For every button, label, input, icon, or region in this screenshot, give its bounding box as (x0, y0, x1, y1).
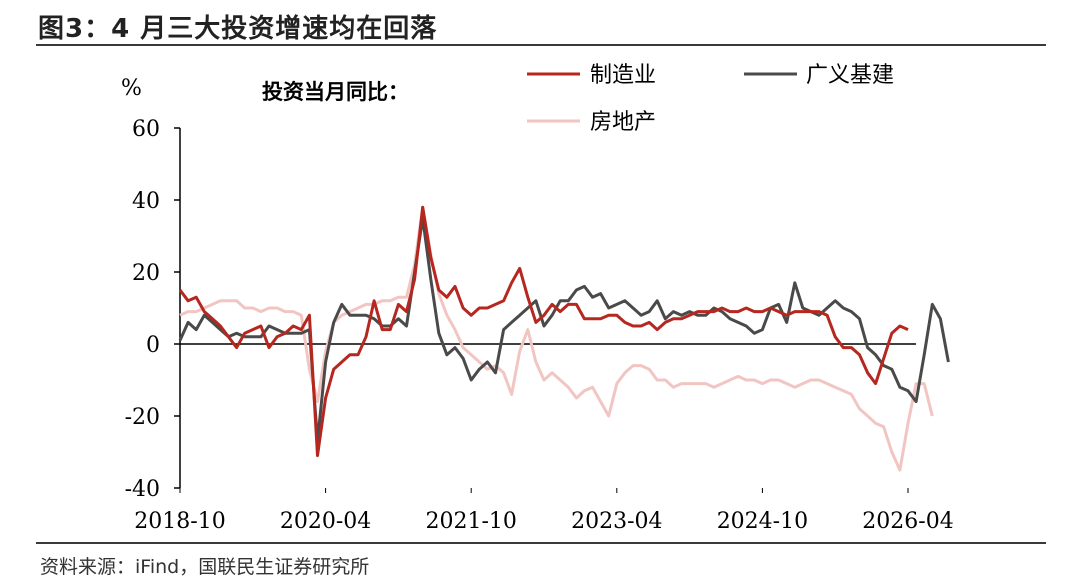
title-divider (36, 44, 1046, 46)
series-line-real-estate (179, 205, 934, 472)
y-axis-ticks: 60 40 20 0 -20 -40 (125, 117, 180, 502)
figure-title: 图3：4 月三大投资增速均在回落 (38, 14, 438, 44)
source-note: 资料来源：iFind，国联民生证券研究所 (40, 556, 370, 578)
x-tick-label: 2021-10 (425, 509, 516, 534)
y-tick-label: 0 (146, 333, 160, 358)
x-tick-label: 2018-10 (134, 509, 225, 534)
x-tick-label: 2020-04 (280, 509, 371, 534)
legend-label-real-estate: 房地产 (590, 110, 656, 135)
x-tick-label: 2026-04 (862, 509, 953, 534)
series-lines (178, 205, 950, 472)
x-tick-label: 2024-10 (717, 509, 808, 534)
y-tick-label: -40 (125, 477, 160, 502)
x-tick-label: 2023-04 (571, 509, 662, 534)
y-tick-label: 40 (132, 189, 160, 214)
y-tick-label: 60 (132, 117, 160, 142)
source-divider (36, 542, 1046, 544)
series-line-manufacturing (178, 205, 909, 458)
y-tick-label: 20 (132, 261, 160, 286)
y-unit-label: % (121, 76, 142, 101)
legend: 制造业 广义基建 房地产 (527, 63, 894, 135)
x-axis-ticks: 2018-10 2020-04 2021-10 2023-04 2024-10 2026-… (134, 488, 954, 534)
y-tick-label: -20 (125, 405, 160, 430)
chart-subtitle: 投资当月同比： (262, 80, 409, 104)
series-line-infrastructure (178, 216, 950, 443)
legend-label-infrastructure: 广义基建 (806, 63, 894, 88)
legend-label-manufacturing: 制造业 (590, 63, 656, 88)
